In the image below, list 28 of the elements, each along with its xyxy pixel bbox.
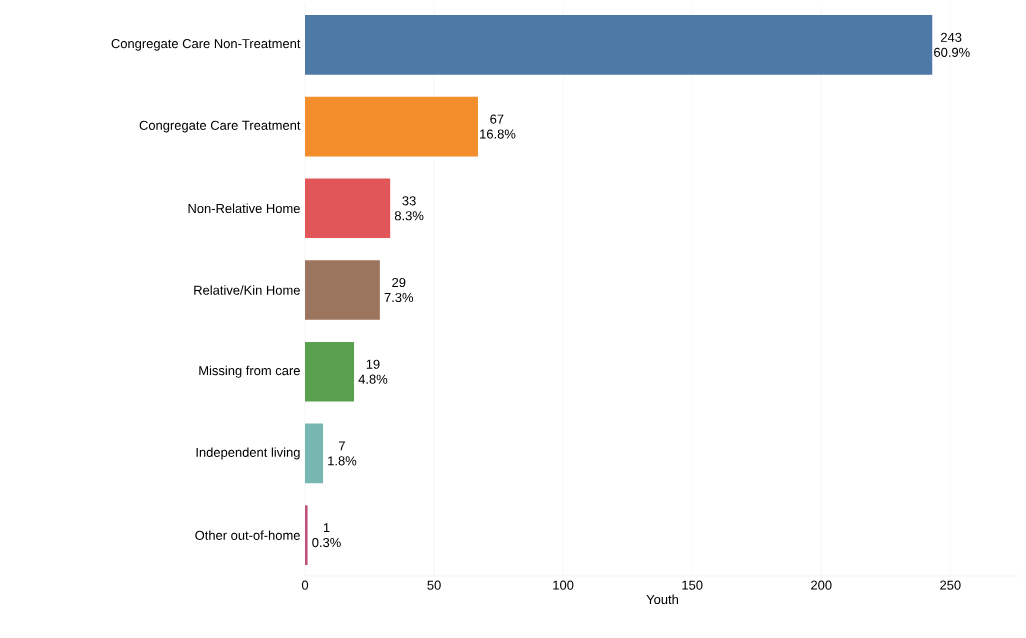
data-label: 29 7.3% bbox=[384, 277, 414, 303]
data-label: 7 1.8% bbox=[328, 441, 357, 466]
data-label: 19 4.8% bbox=[358, 359, 388, 384]
bar bbox=[305, 341, 355, 402]
bar bbox=[305, 260, 380, 320]
bar bbox=[305, 96, 478, 157]
x-tick-label: 150 bbox=[682, 580, 703, 590]
bar bbox=[305, 423, 324, 484]
x-tick-label: 0 bbox=[301, 580, 309, 590]
bar bbox=[305, 15, 933, 75]
data-label: 1 0.3% bbox=[312, 523, 341, 548]
data-label: 33 8.3% bbox=[394, 196, 424, 221]
bar bbox=[305, 178, 391, 239]
x-tick-label: 50 bbox=[427, 580, 441, 590]
x-tick-label: 200 bbox=[811, 580, 832, 590]
y-tick-label: Congregate Care Non-Treatment bbox=[111, 38, 301, 51]
x-axis-title: Youth bbox=[646, 594, 678, 605]
y-tick-label: Non-Relative Home bbox=[188, 203, 300, 214]
y-tick-label: Missing from care bbox=[199, 365, 300, 378]
y-tick-label: Relative/Kin Home bbox=[194, 285, 300, 295]
x-tick-label: 100 bbox=[553, 580, 574, 590]
y-tick-label: Congregate Care Treatment bbox=[139, 120, 301, 133]
data-label: 243 60.9% bbox=[934, 32, 970, 57]
bar bbox=[305, 505, 308, 565]
y-tick-label: Other out-of-home bbox=[195, 530, 300, 540]
y-tick-label: Independent living bbox=[196, 447, 300, 460]
data-label: 67 16.8% bbox=[480, 114, 516, 139]
x-tick-label: 250 bbox=[940, 580, 961, 590]
